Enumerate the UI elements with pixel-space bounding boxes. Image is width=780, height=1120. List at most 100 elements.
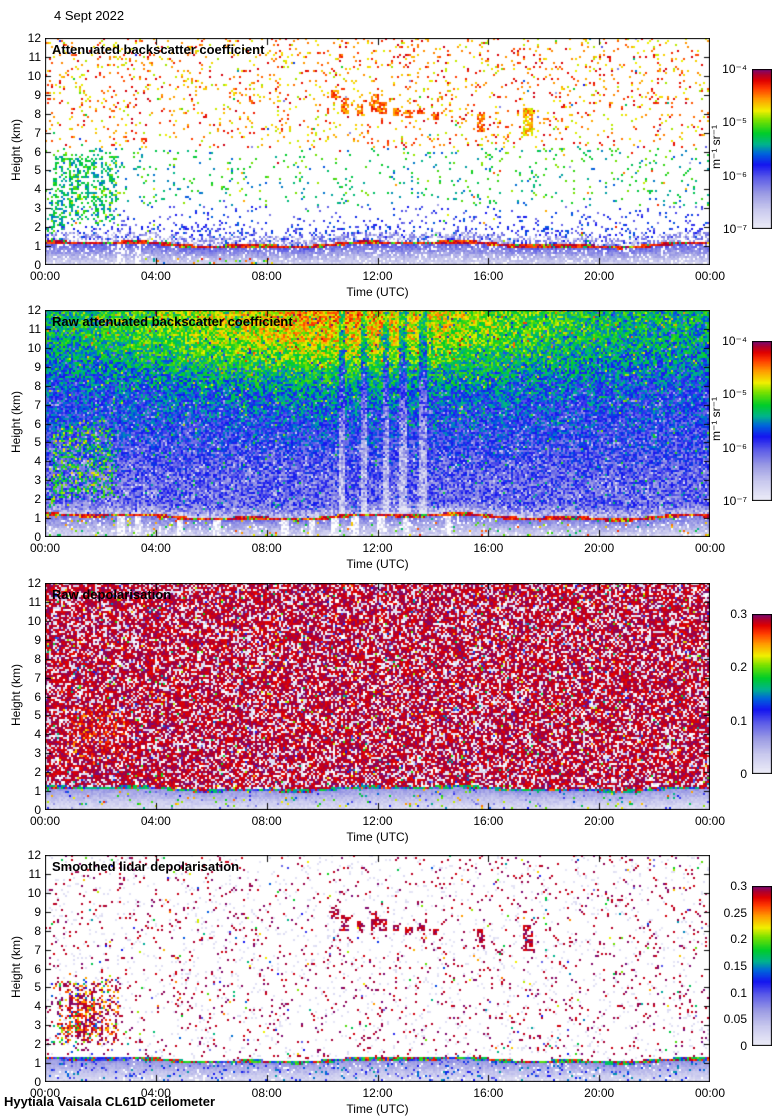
panel-2-colorbar-label: m⁻¹ sr⁻¹ [709,397,723,441]
x-tick-label: 04:00 [140,1086,171,1100]
colorbar-tick-label: 0.2 [730,932,747,947]
x-tick-label: 00:00 [694,1086,726,1100]
x-tick-label: 12:00 [362,814,393,828]
y-tick-label: 8 [34,923,41,938]
x-tick-label: 00:00 [694,814,726,828]
y-tick-label: 8 [34,651,41,666]
y-tick-label: 3 [34,1018,41,1033]
colorbar-tick-label: 0.15 [723,959,747,973]
y-tick-label: 9 [34,904,41,919]
panel-1-colorbar [752,69,772,229]
colorbar-tick-label: 10⁻⁵ [722,387,747,402]
y-tick-label: 10 [27,613,41,628]
y-tick-label: 1 [34,511,41,526]
panel-1-colorbar-label: m⁻¹ sr⁻¹ [709,125,723,169]
y-tick-label: 0 [34,803,41,817]
instrument-label: Hyytiala Vaisala CL61D ceilometer [4,1094,216,1109]
panel-1-plot-canvas [45,38,710,265]
colorbar-tick-label: 10⁻⁴ [722,62,747,76]
y-tick-label: 3 [34,473,41,488]
y-tick-label: 5 [34,163,41,178]
panel-2-plot-canvas [45,310,710,537]
y-tick-label: 1 [34,784,41,799]
y-tick-label: 10 [27,340,41,355]
y-tick-label: 5 [34,435,41,450]
colorbar-tick-label: 10⁻⁷ [722,222,747,236]
x-tick-label: 08:00 [251,541,282,555]
y-tick-label: 9 [34,632,41,647]
y-tick-label: 7 [34,942,41,957]
y-tick-label: 7 [34,670,41,685]
colorbar-tick-label: 0 [740,767,747,781]
colorbar-tick-label: 0.1 [730,713,747,728]
y-tick-label: 11 [28,321,41,336]
colorbar-tick-label: 0.05 [723,1012,747,1027]
panel-3-x-axis-title: Time (UTC) [346,830,409,844]
panel-2-x-axis-title: Time (UTC) [346,557,409,571]
y-tick-label: 10 [27,68,41,83]
x-tick-label: 04:00 [140,541,171,555]
colorbar-tick-label: 10⁻⁷ [722,494,747,508]
y-tick-label: 3 [34,746,41,761]
x-tick-label: 00:00 [694,269,726,283]
panel-3-colorbar [752,614,772,774]
x-tick-label: 16:00 [473,814,504,828]
panel-4-title: Smoothed lidar depolarisation [52,859,240,874]
y-tick-label: 1 [34,239,41,254]
y-tick-label: 7 [34,397,41,412]
colorbar-tick-label: 0.2 [730,660,747,675]
date-label: 4 Sept 2022 [54,8,125,23]
y-tick-label: 5 [34,708,41,723]
panel-4-colorbar [752,886,772,1046]
y-tick-label: 0 [34,258,41,272]
y-tick-label: 2 [34,765,41,780]
y-tick-label: 8 [34,378,41,393]
panel-1-title: Attenuated backscatter coefficient [52,42,265,57]
colorbar-tick-label: 10⁻⁵ [722,115,747,130]
y-tick-label: 1 [34,1056,41,1071]
y-tick-label: 12 [27,576,41,590]
y-tick-label: 12 [27,31,41,45]
y-tick-label: 12 [27,848,41,862]
y-tick-label: 12 [27,303,41,317]
y-tick-label: 2 [34,492,41,507]
panel-3-title: Raw depolarisation [52,587,172,602]
colorbar-tick-label: 10⁻⁶ [722,440,747,455]
y-tick-label: 11 [28,866,41,881]
x-tick-label: 04:00 [140,269,171,283]
x-tick-label: 16:00 [473,269,504,283]
y-tick-label: 6 [34,689,41,704]
x-tick-label: 12:00 [362,1086,393,1100]
y-tick-label: 6 [34,416,41,431]
panel-1-x-axis-title: Time (UTC) [346,285,409,299]
y-tick-label: 8 [34,106,41,121]
x-tick-label: 16:00 [473,1086,504,1100]
y-tick-label: 7 [34,125,41,140]
panel-4-x-axis-title: Time (UTC) [346,1102,409,1116]
y-tick-label: 0 [34,1075,41,1089]
y-tick-label: 6 [34,961,41,976]
y-tick-label: 11 [28,594,41,609]
y-tick-label: 4 [34,182,41,197]
x-tick-label: 08:00 [251,814,282,828]
x-tick-label: 00:00 [694,541,726,555]
x-tick-label: 00:00 [29,814,61,828]
x-tick-label: 00:00 [29,1086,61,1100]
y-tick-label: 11 [28,49,41,64]
x-tick-label: 00:00 [29,541,61,555]
y-tick-label: 4 [34,999,41,1014]
colorbar-tick-label: 10⁻⁴ [722,334,747,348]
x-tick-label: 12:00 [362,269,393,283]
y-tick-label: 0 [34,530,41,544]
y-tick-label: 2 [34,1037,41,1052]
x-tick-label: 20:00 [584,814,615,828]
x-tick-label: 08:00 [251,1086,282,1100]
panel-2-colorbar [752,341,772,501]
panel-2-title: Raw attenuated backscatter coefficient [52,314,293,329]
y-tick-label: 5 [34,980,41,995]
y-tick-label: 2 [34,220,41,235]
x-tick-label: 16:00 [473,541,504,555]
x-tick-label: 20:00 [584,269,615,283]
y-tick-label: 10 [27,885,41,900]
